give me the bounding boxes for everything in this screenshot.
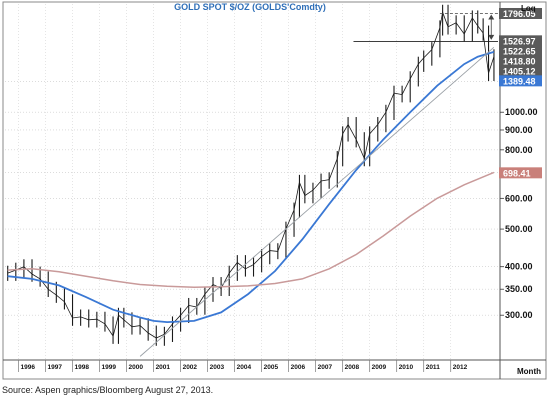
x-tick-label: 2010 [399, 364, 414, 371]
grid [5, 4, 498, 360]
x-tick-label: 2001 [156, 364, 171, 371]
moving-average-blue [7, 51, 495, 324]
value-tag [499, 55, 542, 67]
x-tick-label: 2005 [264, 364, 279, 371]
overlay [353, 13, 498, 42]
value-tag [499, 75, 542, 87]
y-tick-label: 600.00 [505, 193, 533, 203]
arrow-head-icon [488, 14, 495, 20]
value-tag-label: 1418.80 [503, 56, 536, 66]
x-tick-label: 2007 [318, 364, 333, 371]
y-tick-label: 350.00 [505, 284, 533, 294]
y-tick-label: 300.00 [505, 310, 533, 320]
value-tag-label: 1522.65 [503, 46, 536, 56]
y-axis-ticks: 1200.001000.00900.00800.00700.00600.0050… [500, 76, 538, 320]
value-tag-label: 1389.48 [503, 76, 536, 86]
x-tick-label: 2012 [453, 364, 468, 371]
price-series [7, 10, 495, 339]
value-tag [499, 65, 542, 77]
value-tag [499, 45, 542, 57]
y-tick-label: 1000.00 [505, 107, 538, 117]
chart-title: GOLD SPOT $/OZ (GOLDS'Comdty) [174, 2, 326, 12]
y-tick-label: 900.00 [505, 125, 533, 135]
outer-border [2, 1, 547, 380]
series-layer [7, 4, 495, 357]
y-tick-label: 400.00 [505, 262, 533, 272]
value-tag [499, 7, 542, 19]
x-tick-label: 2000 [129, 364, 144, 371]
gold-chart: 1200.001000.00900.00800.00700.00600.0050… [2, 1, 547, 380]
x-tick-label: 2002 [183, 364, 198, 371]
x-tick-label: 2006 [291, 364, 306, 371]
period-label: Month [517, 367, 541, 376]
x-tick-label: 2004 [237, 364, 252, 371]
x-axis-ticks: 1996 1997 1998 1999 2000 2001 2002 2003 2004 2005… [18, 360, 468, 372]
scale-label: Log [521, 4, 536, 13]
trend-line [139, 46, 495, 357]
moving-average-red [7, 171, 495, 289]
source-caption: Source: Aspen graphics/Bloomberg August … [2, 385, 214, 395]
x-tick-label: 1999 [102, 364, 117, 371]
value-tag-label: 1405.12 [503, 66, 536, 76]
x-tick-label: 2011 [426, 364, 440, 371]
value-tag-label: 1796.05 [503, 9, 536, 19]
value-tag-label: 698.41 [503, 168, 531, 178]
y-tick-label: 800.00 [505, 145, 533, 155]
value-tags: 1796.05 1526.971522.651418.801405.121389.… [499, 7, 542, 179]
value-tag [499, 35, 542, 47]
x-tick-label: 1997 [48, 364, 63, 371]
x-tick-label: 1998 [75, 364, 90, 371]
value-tag-label: 1526.97 [503, 36, 536, 46]
x-tick-label: 2008 [345, 364, 360, 371]
value-tag [499, 167, 542, 179]
x-tick-label: 1996 [21, 364, 36, 371]
x-tick-label: 2009 [372, 364, 387, 371]
arrow-head-icon [488, 34, 495, 40]
y-tick-label: 500.00 [505, 224, 533, 234]
x-tick-label: 2003 [210, 364, 225, 371]
